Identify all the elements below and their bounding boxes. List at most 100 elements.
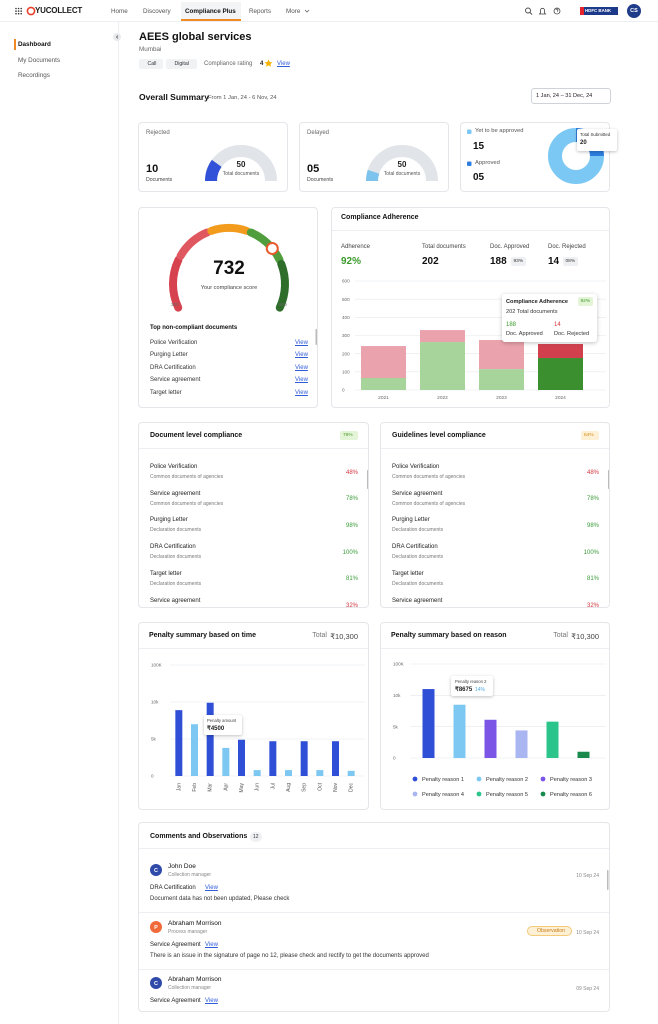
compliance-card: Guidelines level compliance 64% Police Ver…: [380, 422, 610, 608]
view-link[interactable]: View: [295, 389, 308, 396]
tooltip-share: 14%: [475, 687, 486, 693]
chart-tooltip: [451, 676, 493, 696]
nav-item[interactable]: Compliance Plus: [185, 8, 236, 15]
donut-tooltip: [577, 129, 617, 151]
card-title: Penalty summary based on reason: [391, 632, 507, 639]
total-value: ₹10,300: [571, 631, 599, 641]
stat-label: Doc. Approved: [490, 244, 530, 250]
location: Mumbai: [139, 46, 162, 53]
view-link[interactable]: View: [295, 377, 308, 384]
document-name: DRA Certification: [150, 364, 196, 371]
comment-author: Abraham Morrison: [168, 920, 222, 927]
document-name: Target letter: [150, 389, 182, 396]
comment-text: There is an issue in the signature of pa…: [150, 953, 429, 959]
nav-active-bg: [181, 2, 241, 21]
tooltip-approved-label: Doc. Approved: [506, 331, 543, 337]
stat-value: 92%: [341, 256, 362, 267]
tooltip-value: ₹8675: [455, 686, 473, 693]
comment-text: Document data has not been updated, Plea…: [150, 896, 290, 902]
view-link[interactable]: View: [295, 339, 308, 346]
tag: [527, 926, 572, 936]
channel-label: Digital: [174, 61, 189, 68]
row-name: DRA Certification: [392, 544, 438, 551]
row-value: 48%: [345, 469, 358, 476]
badge-text: 64%: [584, 432, 594, 438]
stat-value: 188: [490, 256, 507, 267]
total-label: Total: [312, 632, 327, 639]
view-link[interactable]: View: [205, 998, 218, 1004]
sidebar-item[interactable]: Recordings: [18, 72, 50, 79]
divider: [139, 912, 609, 913]
avatar-initials: CS: [630, 8, 638, 14]
view-link[interactable]: View: [205, 885, 218, 891]
row-category: Declaration documents: [392, 527, 444, 534]
stat-badge: [511, 257, 526, 266]
list-title: Top non-compliant documents: [150, 325, 238, 331]
divider: [332, 230, 609, 231]
nav-item[interactable]: Reports: [249, 8, 272, 15]
nav-item[interactable]: Home: [111, 8, 128, 15]
tooltip-total: 202 Total documents: [506, 309, 558, 315]
comment-date: 10 Sep 24: [576, 873, 599, 879]
row-name: Target letter: [150, 570, 182, 577]
stat-label: Adherence: [341, 244, 371, 250]
view-link[interactable]: View: [295, 364, 308, 371]
row-name: DRA Certification: [150, 544, 196, 551]
sidebar-item[interactable]: Dashboard: [18, 41, 51, 48]
divider: [139, 848, 609, 849]
row-name: Target letter: [392, 570, 424, 577]
submission-count: 15: [473, 141, 485, 152]
nav-item[interactable]: Discovery: [143, 8, 171, 15]
stat-label: Doc. Rejected: [548, 244, 586, 250]
scrollbar: [366, 470, 368, 489]
gauge-total-label: Total documents: [222, 171, 260, 177]
row-category: Common documents of agencies: [150, 500, 224, 507]
date-range-button[interactable]: [531, 88, 611, 104]
score-min: 300: [171, 302, 179, 307]
card-title: Document level compliance: [150, 432, 243, 439]
summary-title: Overall Summary: [139, 92, 209, 102]
divider: [381, 448, 609, 449]
row-name: Service agreement: [392, 597, 443, 604]
chart-tooltip: [204, 715, 242, 735]
document-name: Police Verification: [150, 339, 198, 346]
row-value: 98%: [345, 522, 358, 529]
view-link[interactable]: View: [295, 352, 308, 359]
comment-document: Service Agreement: [150, 998, 201, 1004]
sidebar-divider: [118, 22, 119, 1024]
sidebar-item[interactable]: My Documents: [18, 56, 60, 64]
row-value: 48%: [586, 469, 599, 476]
submission-label: Approved: [475, 160, 500, 166]
logo: YUCOLLECT: [35, 6, 83, 15]
gauge-total: 50: [397, 160, 407, 169]
tooltip-rejected-label: Doc. Rejected: [554, 331, 590, 337]
row-value: 100%: [583, 549, 599, 556]
row-value: 32%: [345, 603, 358, 608]
page-title: AEES global services: [139, 31, 252, 43]
row-value: 32%: [586, 603, 599, 608]
row-category: Common documents of agencies: [392, 500, 466, 507]
row-category: Common documents of agencies: [392, 474, 466, 480]
status-unit: Documents: [307, 177, 334, 183]
row-value: 98%: [586, 522, 599, 529]
tooltip-value: ₹4500: [207, 725, 225, 732]
row-category: Declaration documents: [392, 580, 444, 587]
tooltip-title: Compliance Adherence: [506, 298, 568, 305]
row-category: Common documents of agencies: [150, 474, 224, 480]
view-link[interactable]: View: [205, 942, 218, 948]
status-count: 10: [146, 163, 159, 175]
comment-author: Abraham Morrison: [168, 976, 222, 983]
top-nav: [0, 0, 658, 22]
badge-text: 78%: [343, 432, 353, 438]
collapse-button[interactable]: [113, 33, 121, 41]
rating-link[interactable]: View: [277, 61, 290, 67]
card-title: Compliance Adherence: [341, 214, 419, 221]
comments-card: [138, 822, 610, 1012]
comment-role: Process manager: [168, 929, 208, 935]
bank-logo: [580, 7, 618, 15]
penalty-card: [138, 622, 369, 810]
stat-badge: [563, 257, 578, 266]
comment-document: Service Agreement: [150, 942, 201, 948]
nav-item[interactable]: More: [286, 8, 301, 15]
card-title: Penalty summary based on time: [149, 632, 256, 639]
